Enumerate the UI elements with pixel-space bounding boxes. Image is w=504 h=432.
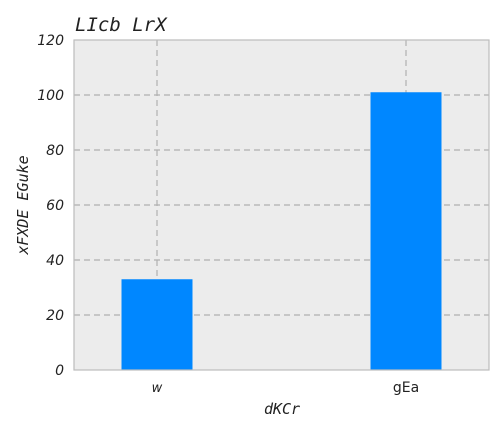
y-tick-label: 80 <box>46 143 64 159</box>
bars <box>121 92 442 370</box>
y-tick-label: 60 <box>46 198 64 214</box>
bar-w <box>121 279 193 370</box>
x-tick-label: w <box>152 381 163 396</box>
y-tick-label: 100 <box>37 88 64 104</box>
chart-title: LIcb LrX <box>75 14 168 36</box>
y-tick-labels: 0 20 40 60 80 100 120 <box>37 33 64 379</box>
y-tick-label: 40 <box>46 253 64 269</box>
y-tick-label: 120 <box>37 33 64 49</box>
y-tick-label: 0 <box>55 363 64 379</box>
x-axis-label: dKCr <box>264 400 300 418</box>
x-tick-label: gEa <box>393 380 419 396</box>
y-tick-label: 20 <box>46 308 64 324</box>
plot-frame <box>73 39 490 371</box>
x-tick-labels: w gEa <box>152 380 419 396</box>
y-axis-label: xFXDE EGuke <box>14 155 32 255</box>
bar-gEa <box>370 92 442 370</box>
